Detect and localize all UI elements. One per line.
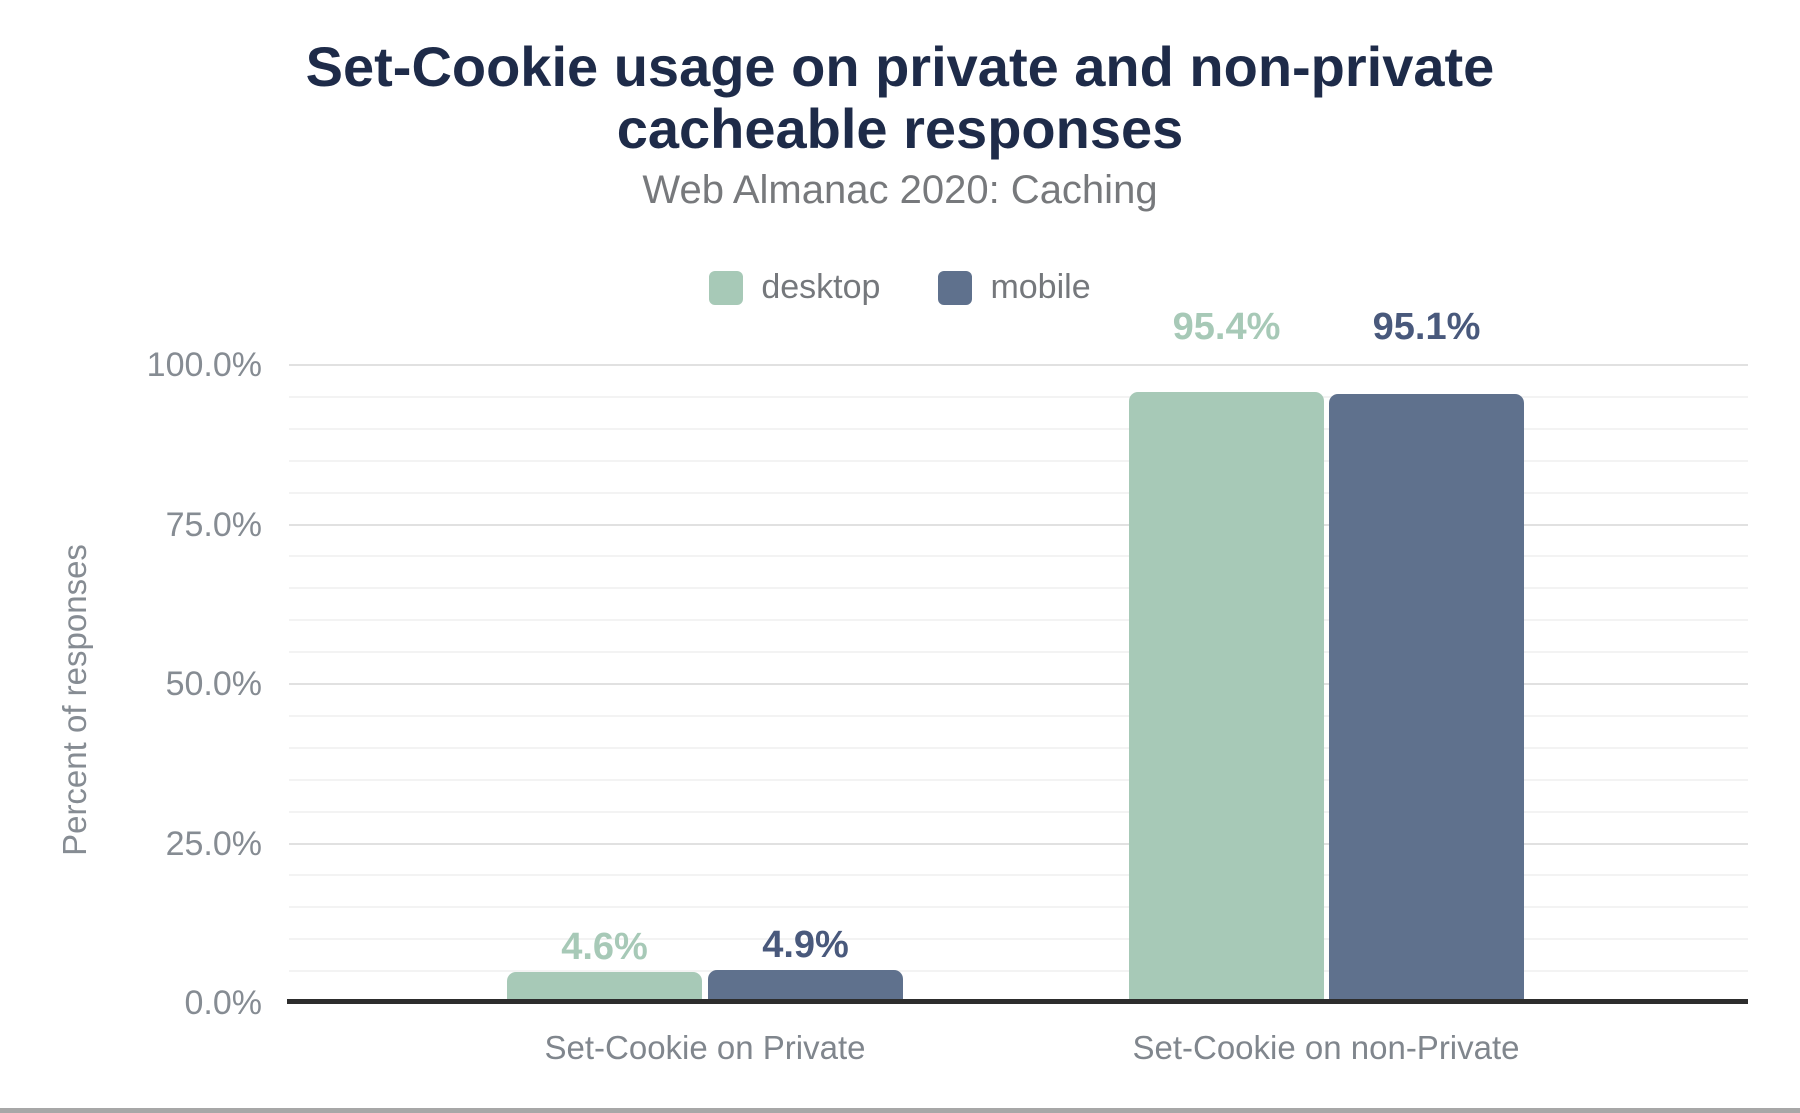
- major-gridline-75: [289, 523, 1748, 526]
- minor-gridline-30: [289, 810, 1748, 813]
- bar-mobile-category-2[interactable]: [1329, 394, 1524, 1001]
- legend-item-mobile[interactable]: mobile: [938, 268, 1091, 307]
- bar-desktop-category-1[interactable]: [507, 971, 702, 1001]
- minor-gridline-60: [289, 619, 1748, 622]
- minor-gridline-10: [289, 938, 1748, 941]
- minor-gridline-55: [289, 651, 1748, 654]
- legend: desktop mobile: [0, 268, 1800, 307]
- bar-data-label-mobile-category-1: 4.9%: [762, 923, 849, 966]
- chart-title-line1: Set-Cookie usage on private and non-priv…: [305, 35, 1495, 98]
- legend-label-mobile: mobile: [990, 268, 1091, 306]
- minor-gridline-65: [289, 587, 1748, 590]
- bar-data-label-desktop-category-2: 95.4%: [1172, 306, 1281, 348]
- legend-swatch-desktop: [709, 270, 744, 305]
- x-category-label-2: Set-Cookie on non-Private: [1132, 1029, 1520, 1066]
- legend-swatch-mobile: [938, 270, 973, 305]
- minor-gridline-80: [289, 491, 1748, 494]
- bar-mobile-category-1[interactable]: [708, 969, 903, 1001]
- minor-gridline-70: [289, 555, 1748, 558]
- minor-gridline-90: [289, 427, 1748, 430]
- minor-gridline-5: [289, 970, 1748, 973]
- bar-desktop-category-2[interactable]: [1129, 392, 1324, 1001]
- chart-title-line2: cacheable responses: [616, 97, 1184, 160]
- minor-gridline-35: [289, 778, 1748, 781]
- y-tick-500: 50.0%: [165, 665, 262, 703]
- minor-gridline-40: [289, 746, 1748, 749]
- plot-area: 4.6% 4.9% 95.4% 95.1% Set-Cookie on Private S…: [287, 306, 1748, 1066]
- x-category-label-1: Set-Cookie on Private: [544, 1029, 866, 1066]
- minor-gridline-45: [289, 714, 1748, 717]
- y-tick-750: 75.0%: [165, 505, 262, 544]
- legend-label-desktop: desktop: [761, 268, 881, 306]
- major-gridline-100: [289, 364, 1748, 366]
- x-axis-line: [287, 999, 1748, 1004]
- chart-subtitle: Web Almanac 2020: Caching: [642, 168, 1158, 212]
- minor-gridline-20: [289, 874, 1748, 877]
- y-tick-1000: 100.0%: [146, 346, 262, 384]
- major-gridline-25: [289, 842, 1748, 845]
- y-tick-250: 25.0%: [165, 824, 262, 863]
- minor-gridline-15: [289, 906, 1748, 909]
- bar-data-label-desktop-category-1: 4.6%: [561, 925, 648, 968]
- major-gridline-50: [289, 683, 1748, 685]
- chart-title: Set-Cookie usage on private and non-priv…: [0, 36, 1800, 160]
- y-tick-00: 0.0%: [184, 984, 263, 1022]
- bar-data-label-mobile-category-2: 95.1%: [1372, 306, 1481, 348]
- minor-gridline-95: [289, 395, 1748, 398]
- legend-item-desktop[interactable]: desktop: [709, 268, 880, 307]
- minor-gridline-85: [289, 459, 1748, 462]
- bottom-edge-strip: [0, 1108, 1800, 1113]
